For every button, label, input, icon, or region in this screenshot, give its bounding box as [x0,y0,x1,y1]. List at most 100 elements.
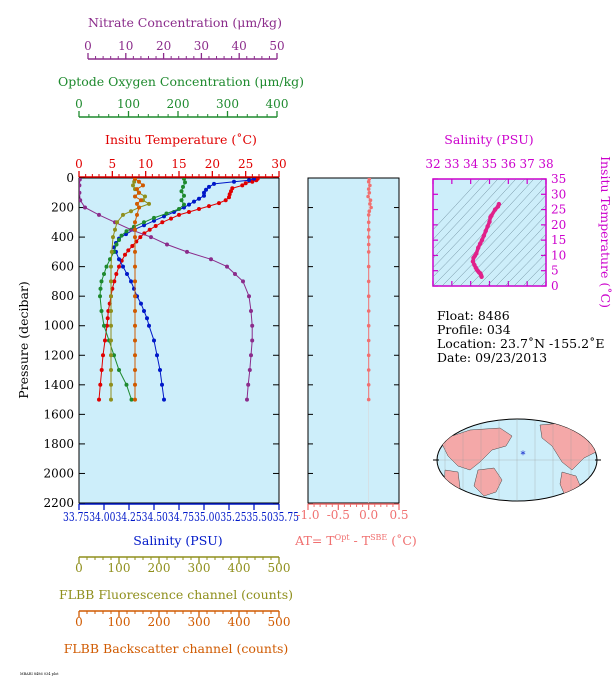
temperature-point [138,235,143,240]
pressure-tick-label: 1400 [43,378,74,392]
ts-density-contour [486,224,546,286]
delta-t-point [367,178,372,181]
delta-t-axis-tick-label: -1.0 [296,508,319,522]
pressure-tick-label: 0 [66,171,74,185]
backscatter-axis-tick-label: 200 [148,615,171,629]
ts-point [474,251,479,256]
ts-density-contour [441,179,544,286]
ts-temperature-tick-label: 5 [551,264,559,278]
ts-temperature-tick-label: 20 [551,218,566,232]
salinity-point [197,196,201,201]
pressure-tick-label: 2200 [43,496,74,510]
nitrate-point [83,205,87,210]
salinity-point [162,397,166,402]
fluorescence-point [129,209,133,214]
salinity-point [202,193,206,198]
backscatter-point [137,205,141,210]
ts-density-contour [531,271,546,286]
info-float: Float: 8486 [437,308,510,323]
ts-density-contour [477,214,546,286]
fluorescence-point [109,309,113,313]
nitrate-point [149,235,153,240]
ts-point [489,213,494,218]
pressure-tick-label: 1600 [43,407,74,421]
oxygen-point [114,242,119,247]
nitrate-point [97,212,101,217]
ts-point [472,262,477,268]
delta-t-point [368,198,373,202]
oxygen-point [142,220,146,225]
nitrate-point [165,242,169,247]
fluorescence-point [111,235,115,240]
temperature-point [227,195,231,200]
delta-t-point [366,309,371,313]
oxygen-point [177,207,181,211]
oxygen-point [102,272,106,276]
backscatter-point [133,323,137,328]
delta-t-point [368,183,372,188]
oxygen-axis-title: Optode Oxygen Concentration (μm/kg) [58,74,304,89]
temperature-point [123,252,127,257]
delta-t-point [366,397,371,402]
delta-t-point [368,202,372,206]
fluorescence-axis-tick-label: 500 [268,561,291,575]
nitrate-point [247,294,251,299]
map-land [439,427,513,471]
ts-salinity-tick-label: 35 [482,157,497,171]
salinity-point [121,264,125,269]
oxygen-point [98,294,102,299]
ts-point [496,201,502,207]
oxygen-axis-tick-label: 100 [117,97,140,111]
temperature-point [169,216,173,221]
delta-t-axis-tick-label: 0.5 [389,508,408,522]
delta-t-point [366,242,371,247]
backscatter-axis-tick-label: 0 [75,615,83,629]
salinity-point [187,202,191,207]
ts-salinity-tick-label: 38 [538,157,553,171]
fluorescence-point [113,227,117,232]
backscatter-point [133,249,137,254]
ts-salinity-title: Salinity (PSU) [444,132,533,147]
oxygen-point [124,229,129,234]
temperature-point [112,279,117,284]
fluorescence-point [109,264,113,269]
fluorescence-point [109,323,113,328]
salinity-point [147,323,151,328]
ts-point [479,237,485,243]
delta-t-point [367,191,372,195]
delta-t-point [366,250,371,254]
backscatter-axis-tick-label: 500 [268,615,291,629]
backscatter-point [133,368,137,372]
ts-density-contour [433,179,526,278]
nitrate-axis-tick-label: 40 [232,39,247,53]
delta-t-axis-tick-label: -0.5 [327,508,350,522]
temperature-point [147,227,152,232]
temperature-point [99,368,104,372]
oxygen-point [102,323,106,328]
ts-density-contour [433,179,490,240]
pressure-tick-label: 1800 [43,437,74,451]
oxygen-point [117,238,121,242]
ts-salinity-tick-label: 34 [463,157,479,171]
pressure-tick-label: 800 [51,289,74,303]
salinity-point [117,257,121,262]
salinity-point [162,214,166,219]
nitrate-axis-tick-label: 10 [118,39,133,53]
fluorescence-point [109,279,113,284]
salinity-axis-tick-labels: 33.7534.0034.2534.5034.7535.0035.2535.50… [63,510,299,524]
temperature-axis-tick-label: 0 [75,157,83,171]
oxygen-point [98,286,103,291]
delta-t-point [366,187,371,191]
fluorescence-axis-title: FLBB Fluorescence channel (counts) [59,587,293,602]
info-date: Date: 09/23/2013 [437,350,547,365]
temperature-point [103,338,107,343]
backscatter-axis-tick-label: 300 [188,615,211,629]
oxygen-point [181,184,185,189]
delta-t-point [366,338,371,343]
salinity-point [152,218,156,223]
pressure-tick-label: 1200 [43,348,74,362]
delta-t-point [366,294,371,299]
delta-t-point [366,227,371,232]
fluorescence-point [131,183,135,188]
backscatter-point [137,179,141,184]
